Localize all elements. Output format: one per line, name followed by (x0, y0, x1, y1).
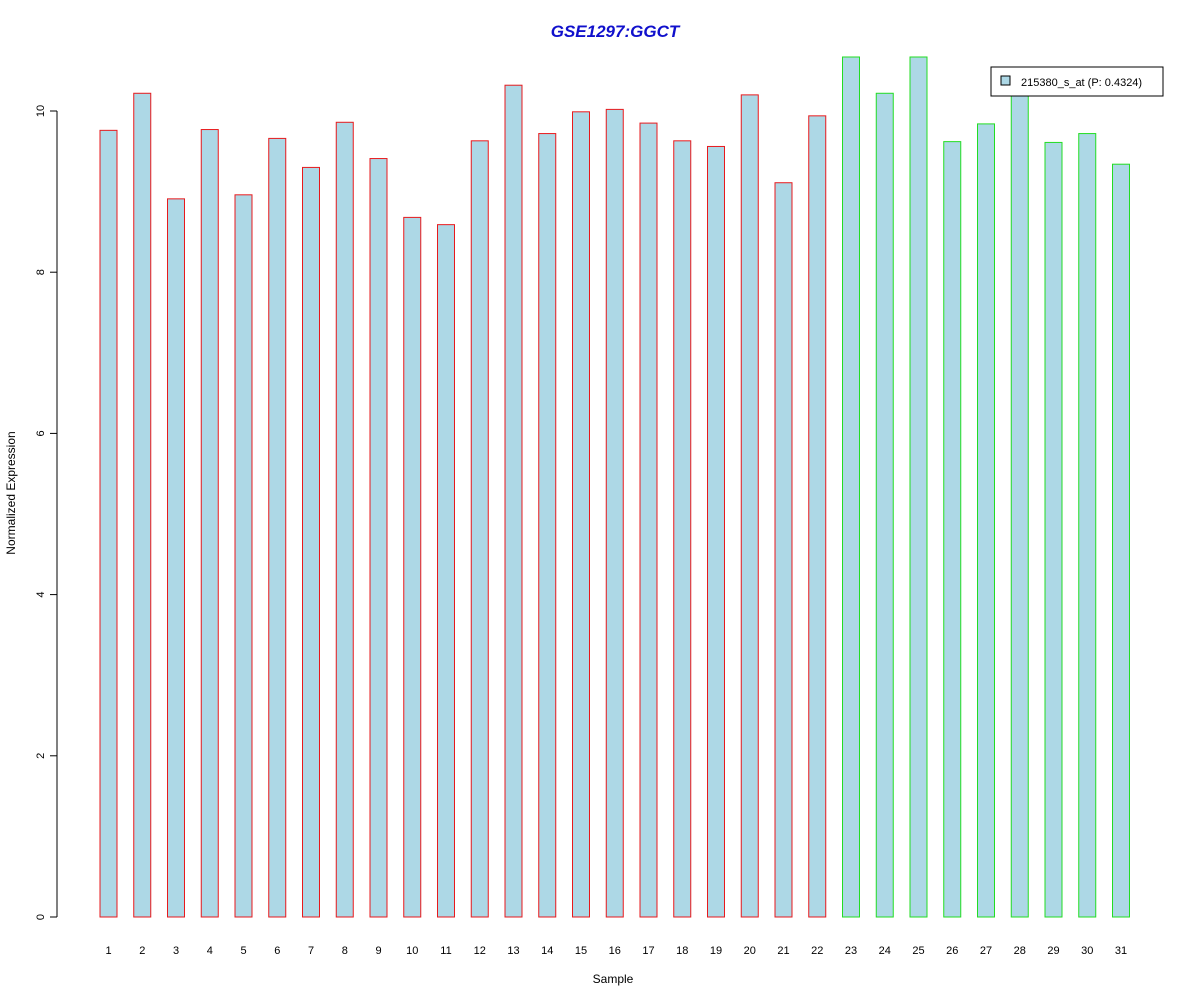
x-tick-label: 11 (440, 945, 451, 957)
x-tick-label: 4 (207, 945, 213, 957)
bar (538, 133, 557, 918)
bar (639, 122, 658, 918)
y-tick-label: 4 (35, 592, 47, 598)
bar (740, 94, 759, 918)
x-tick-label: 23 (845, 945, 857, 957)
x-tick-label: 1 (105, 945, 111, 957)
x-tick-label: 27 (980, 945, 992, 957)
bar (437, 224, 455, 918)
x-tick-label: 13 (507, 945, 519, 957)
y-tick-label: 0 (35, 914, 47, 920)
bar (403, 216, 422, 918)
bar (808, 115, 827, 918)
y-tick-label: 10 (35, 105, 47, 117)
bars (99, 56, 1130, 918)
y-tick-label: 8 (35, 269, 47, 275)
bar (200, 129, 219, 918)
bar (470, 140, 489, 918)
bar (774, 182, 793, 918)
x-tick-label: 6 (274, 945, 280, 957)
x-tick-label: 20 (744, 945, 756, 957)
y-axis: 0 2 4 6 8 10 (35, 105, 58, 920)
x-tick-label: 31 (1115, 945, 1127, 957)
bar (167, 198, 185, 918)
x-tick-label: 21 (777, 945, 789, 957)
legend-swatch (1000, 75, 1011, 86)
bar (302, 166, 320, 918)
x-tick-label: 24 (879, 945, 891, 957)
bar (842, 56, 860, 918)
bar (1078, 133, 1097, 918)
bar (1044, 141, 1063, 918)
x-axis-label: Sample (593, 972, 634, 986)
x-tick-label: 17 (642, 945, 654, 957)
x-tick-label: 18 (676, 945, 688, 957)
bar (943, 141, 962, 918)
x-tick-label: 26 (946, 945, 958, 957)
x-tick-labels: 1 2 3 4 5 6 7 8 9 10 11 12 13 14 15 16 17 18 19 20 21 22 23 24 2… (105, 945, 1127, 957)
legend-entry: 215380_s_at (P: 0.4324) (1021, 77, 1142, 89)
x-tick-label: 28 (1014, 945, 1026, 957)
bar (504, 84, 523, 918)
x-tick-label: 30 (1081, 945, 1093, 957)
x-tick-label: 5 (240, 945, 246, 957)
bar (909, 56, 928, 918)
x-tick-label: 22 (811, 945, 823, 957)
bar (977, 123, 995, 918)
x-tick-label: 10 (406, 945, 418, 957)
bar (572, 111, 590, 918)
bar (369, 158, 388, 918)
bar (605, 108, 624, 918)
bar (1112, 163, 1130, 918)
x-tick-label: 8 (342, 945, 348, 957)
x-tick-label: 25 (912, 945, 924, 957)
bar (99, 129, 118, 918)
x-tick-label: 9 (375, 945, 381, 957)
x-tick-label: 29 (1047, 945, 1059, 957)
x-tick-label: 12 (474, 945, 486, 957)
bar (133, 92, 152, 918)
bar (1010, 89, 1029, 918)
legend-box (990, 66, 1164, 97)
chart-title: GSE1297:GGCT (551, 22, 681, 41)
x-tick-label: 15 (575, 945, 587, 957)
bar (335, 121, 354, 918)
bar (875, 92, 894, 918)
bar (268, 137, 287, 918)
x-tick-label: 3 (173, 945, 179, 957)
x-tick-label: 7 (308, 945, 314, 957)
legend: 215380_s_at (P: 0.4324) (990, 66, 1164, 97)
x-tick-label: 19 (710, 945, 722, 957)
bar (673, 140, 692, 918)
bar (707, 145, 725, 918)
bar (234, 194, 253, 918)
x-tick-label: 16 (609, 945, 621, 957)
x-tick-label: 14 (541, 945, 553, 957)
y-axis-label: Normalized Expression (4, 431, 18, 554)
y-tick-label: 2 (35, 753, 47, 759)
y-tick-label: 6 (35, 430, 47, 436)
x-tick-label: 2 (139, 945, 145, 957)
